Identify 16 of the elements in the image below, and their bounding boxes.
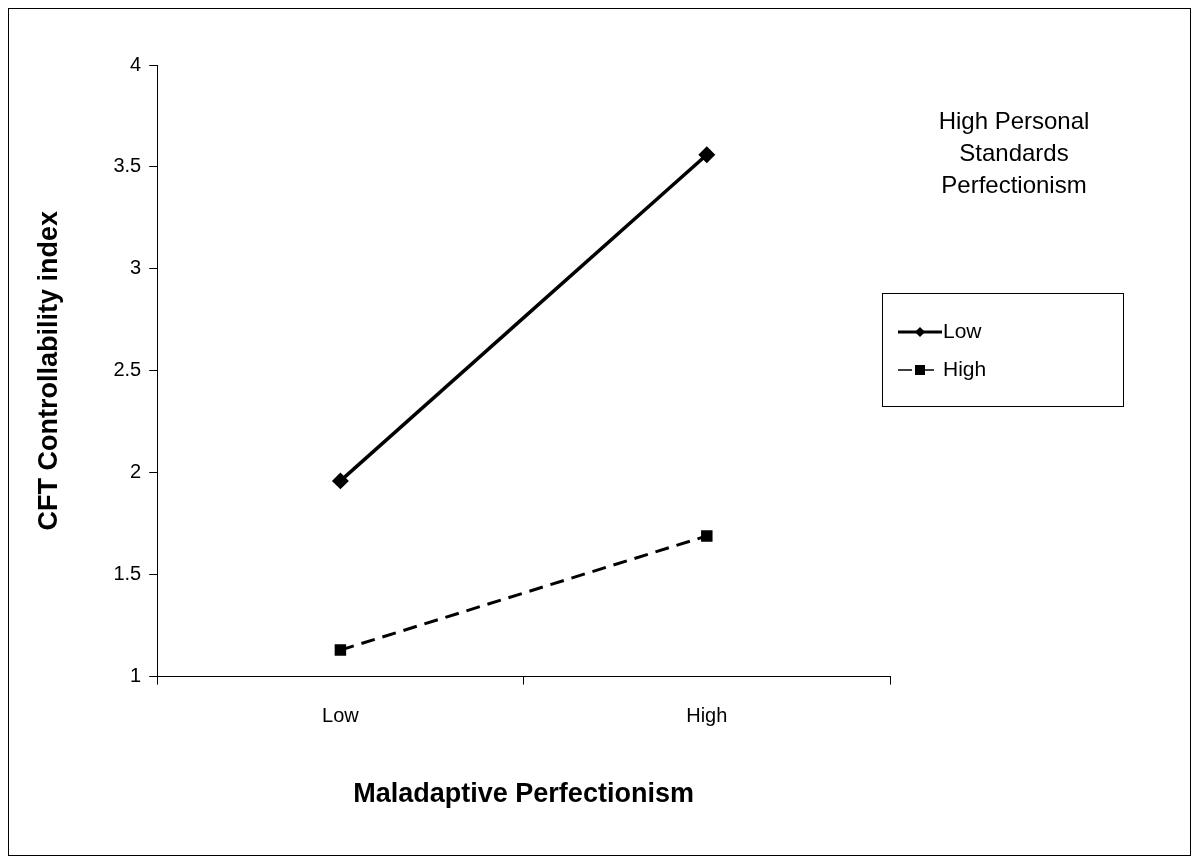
y-tick-label: 3 [130, 256, 142, 279]
x-axis-title: Maladaptive Perfectionism [353, 778, 694, 809]
y-axis-title: CFT Controllability index [32, 211, 63, 531]
y-tick-label: 4 [130, 52, 142, 75]
y-tick-label: 2 [130, 460, 142, 483]
point [701, 530, 713, 542]
legend-title: High Personal Standards Perfectionism [937, 106, 1091, 200]
y-tick-label: 1 [130, 664, 142, 687]
y-tick-label: 2.5 [113, 358, 142, 381]
y-tick-label: 3.5 [113, 154, 142, 177]
point [699, 146, 715, 163]
y-tick-label: 1.5 [113, 562, 142, 585]
point [334, 644, 347, 656]
legend-label: High [943, 357, 987, 380]
legend-label: Low [943, 319, 982, 342]
point [332, 473, 349, 489]
